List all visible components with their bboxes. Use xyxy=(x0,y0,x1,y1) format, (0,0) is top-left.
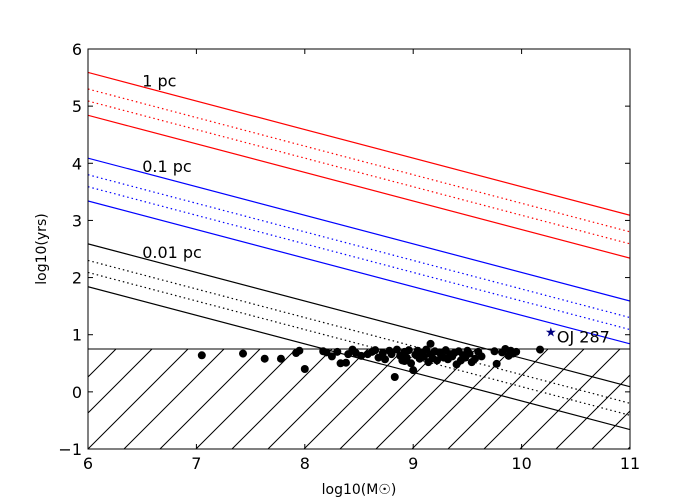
x-tick-labels: 6 7 8 9 10 11 xyxy=(83,454,640,473)
data-point xyxy=(400,357,409,365)
oj287-highlight: ★ OJ 287 xyxy=(545,325,610,346)
plot-frame xyxy=(87,48,631,450)
y-axis-label: log10(yrs) xyxy=(34,213,50,284)
data-point xyxy=(477,352,486,361)
data-point xyxy=(260,354,269,363)
data-point xyxy=(512,347,521,356)
x-tick-label: 7 xyxy=(191,454,201,473)
timescale-line-0.01pc-dotted xyxy=(88,259,630,404)
data-point xyxy=(426,339,435,348)
timescale-line-1pc-solid xyxy=(88,71,630,216)
y-tick-labels: −1 0 1 2 3 4 5 6 xyxy=(58,40,82,459)
data-point xyxy=(492,359,501,368)
y-tick-label: 6 xyxy=(72,40,82,59)
data-point xyxy=(536,345,545,354)
oj287-label: OJ 287 xyxy=(557,327,610,346)
y-tick-label: 1 xyxy=(72,326,82,345)
data-point xyxy=(276,354,285,363)
data-point xyxy=(470,354,479,363)
data-point xyxy=(300,365,309,373)
timescale-line-0.1pc-solid xyxy=(88,200,630,345)
timescale-line-0.01pc-solid xyxy=(88,243,630,388)
data-point xyxy=(378,349,387,357)
data-point xyxy=(407,359,416,368)
x-axis-label: log10(M☉) xyxy=(322,482,397,498)
timescale-line-0.01pc-dotted xyxy=(88,271,630,416)
axis-ticks xyxy=(87,48,631,450)
x-tick-label: 8 xyxy=(300,454,310,473)
y-tick-label: −1 xyxy=(58,440,82,459)
x-tick-label: 6 xyxy=(83,454,93,473)
timescale-line-1pc-dotted xyxy=(88,88,630,233)
data-points xyxy=(197,339,545,381)
x-tick-label: 11 xyxy=(620,454,640,473)
x-tick-label: 10 xyxy=(511,454,531,473)
y-tick-label: 3 xyxy=(72,211,82,230)
data-point xyxy=(371,346,380,355)
data-point xyxy=(327,352,336,361)
y-tick-label: 0 xyxy=(72,383,82,402)
timescale-line-0.1pc-dotted xyxy=(88,174,630,319)
timescale-line-0.1pc-solid xyxy=(88,157,630,302)
y-tick-label: 4 xyxy=(72,154,82,173)
y-tick-label: 2 xyxy=(72,269,82,288)
data-point xyxy=(239,349,248,358)
data-point xyxy=(465,349,474,358)
x-tick-label: 9 xyxy=(408,454,418,473)
line-label-0.1pc: 0.1 pc xyxy=(142,157,191,176)
y-tick-label: 5 xyxy=(72,97,82,116)
data-point xyxy=(387,350,396,359)
data-point xyxy=(420,352,429,361)
data-point xyxy=(390,373,399,381)
hatched-region xyxy=(88,349,630,449)
line-label-0.01pc: 0.01 pc xyxy=(142,243,202,262)
data-point xyxy=(381,355,390,364)
timescale-line-1pc-solid xyxy=(88,114,630,259)
timescale-lines xyxy=(88,71,630,431)
timescale-line-1pc-dotted xyxy=(88,100,630,245)
data-point xyxy=(490,347,499,356)
timescale-line-0.1pc-dotted xyxy=(88,186,630,331)
data-point xyxy=(333,347,342,356)
oj287-star-marker: ★ xyxy=(545,325,557,340)
line-label-1pc: 1 pc xyxy=(142,71,176,90)
data-point xyxy=(409,366,418,375)
line-labels: 1 pc 0.1 pc 0.01 pc xyxy=(142,71,202,261)
data-point xyxy=(341,358,350,367)
data-point xyxy=(357,351,366,360)
data-point xyxy=(295,346,304,355)
data-point xyxy=(392,345,401,354)
data-point xyxy=(197,351,206,360)
data-point xyxy=(404,346,413,355)
